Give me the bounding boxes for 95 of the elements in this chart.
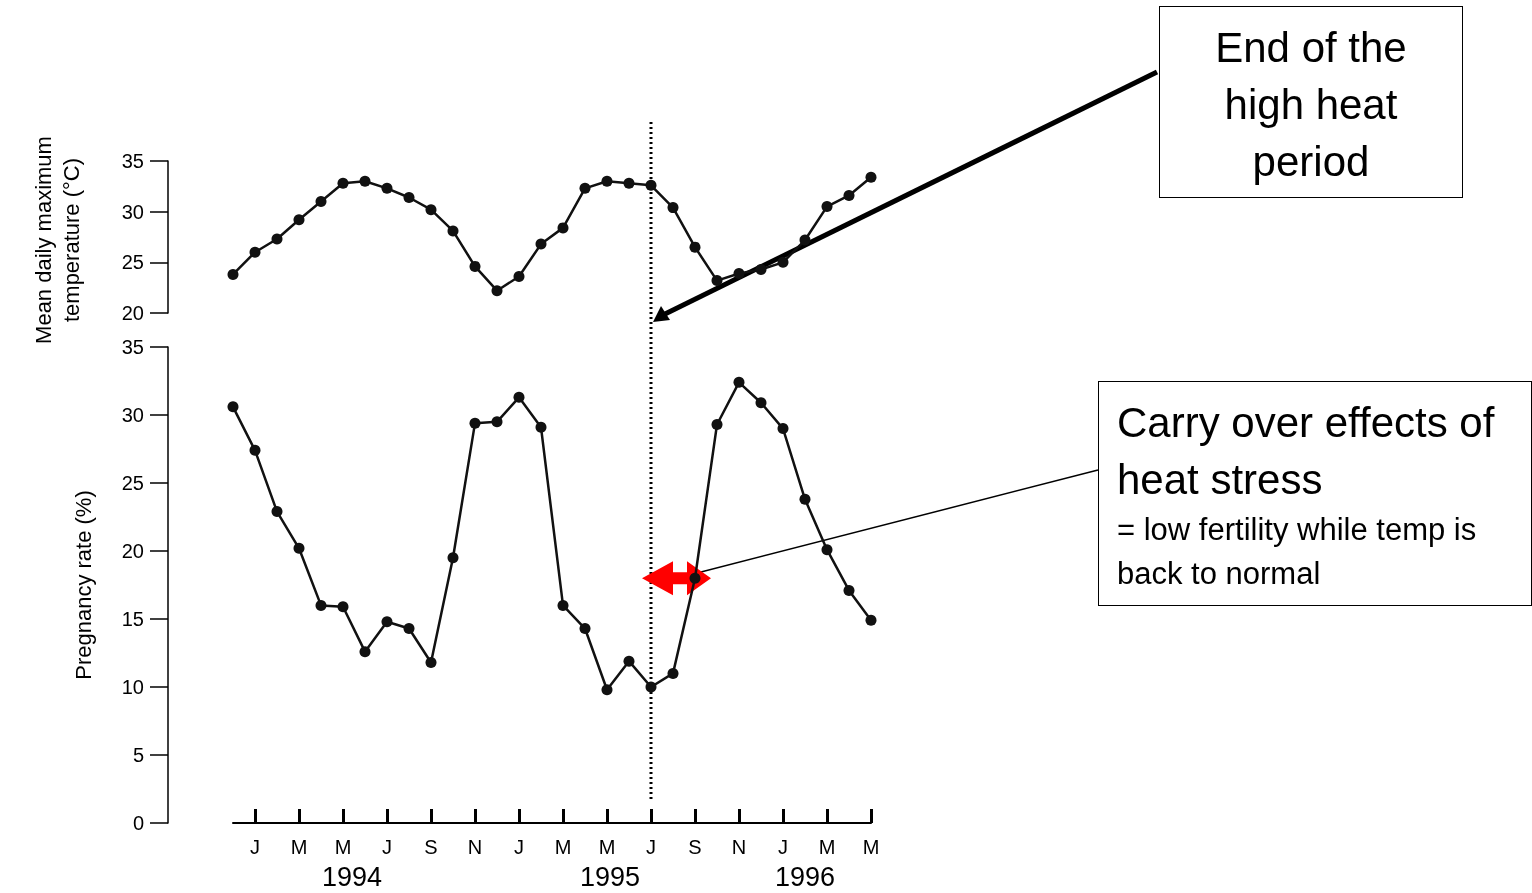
point [777,256,789,268]
point [403,191,415,203]
point [381,182,393,194]
y-tick-label: 20 [121,302,144,324]
point [755,397,767,409]
point [733,267,745,279]
text: 1996 [774,862,836,893]
y-tick-label: 15 [121,608,144,630]
x-tick-label: M [818,836,836,858]
point [645,179,657,191]
point [271,233,283,245]
y-axis-title: Mean daily maximum temperature (°C) [30,135,85,346]
point [535,421,547,433]
point [227,269,239,280]
point [535,238,547,250]
point [755,263,767,275]
y-tick-label: 5 [132,744,144,766]
point [381,616,393,628]
point [513,271,525,283]
text: 1994 [321,862,383,893]
point [865,171,877,183]
x-tick-label: M [862,836,880,858]
point [337,601,349,613]
point [623,177,635,189]
point [557,222,569,234]
point [865,614,877,626]
point [359,646,371,658]
x-tick-label: M [334,836,352,858]
point [403,623,415,635]
y-tick-label: 25 [121,472,144,494]
y-tick-label: 0 [132,812,144,834]
point [491,285,503,297]
point [447,552,459,564]
point [601,684,613,696]
point [689,572,701,584]
point [843,189,855,201]
point [293,214,305,226]
y-tick-label: 35 [121,336,144,358]
y-tick-label: 30 [121,200,144,223]
y-tick-label: 10 [121,676,144,698]
text: Carry over effects of heat stress [1117,398,1496,505]
point [843,584,855,596]
point [821,544,833,556]
point [821,201,833,213]
point [799,493,811,505]
point [491,416,503,428]
point [579,182,591,194]
point [469,417,481,429]
x-tick-label: M [598,836,616,858]
point [249,246,261,258]
text: = low fertility while temp is back to normal [1117,511,1478,593]
x-tick-label: J [646,836,656,858]
point [447,225,459,237]
x-tick-label: J [514,836,524,858]
point [513,391,525,403]
x-tick-label: M [554,836,572,858]
x-tick-label: S [424,836,438,858]
x-tick-label: M [290,836,308,858]
point [777,423,789,435]
point [249,444,261,456]
y-tick-label: 25 [121,251,144,274]
point [227,401,239,413]
point [359,175,371,187]
point [469,260,481,272]
x-tick-label: J [250,836,260,858]
point [271,506,283,518]
point [711,419,723,431]
point [579,623,591,635]
point [425,204,437,216]
y-tick-label: 30 [121,404,144,426]
point [733,376,745,388]
text: 1995 [579,862,641,893]
point [337,177,349,189]
point [557,599,569,611]
point [293,542,305,554]
text: End of the high heat period [1159,6,1463,198]
x-tick-label: J [778,836,788,858]
point [799,234,811,246]
y-tick-label: 20 [121,540,144,562]
y-tick-label: 35 [121,150,144,172]
point [711,275,723,287]
point [601,175,613,187]
point [315,599,327,611]
x-tick-label: J [382,836,392,858]
point [689,241,701,253]
x-tick-label: N [467,836,483,858]
x-tick-label: S [688,836,702,858]
point [667,667,679,679]
point [667,202,679,214]
point [623,655,635,667]
point [425,657,437,669]
point [645,681,657,693]
point [315,196,327,208]
x-tick-label: N [731,836,747,858]
y-axis-title: Pregnancy rate (%) [70,489,97,682]
